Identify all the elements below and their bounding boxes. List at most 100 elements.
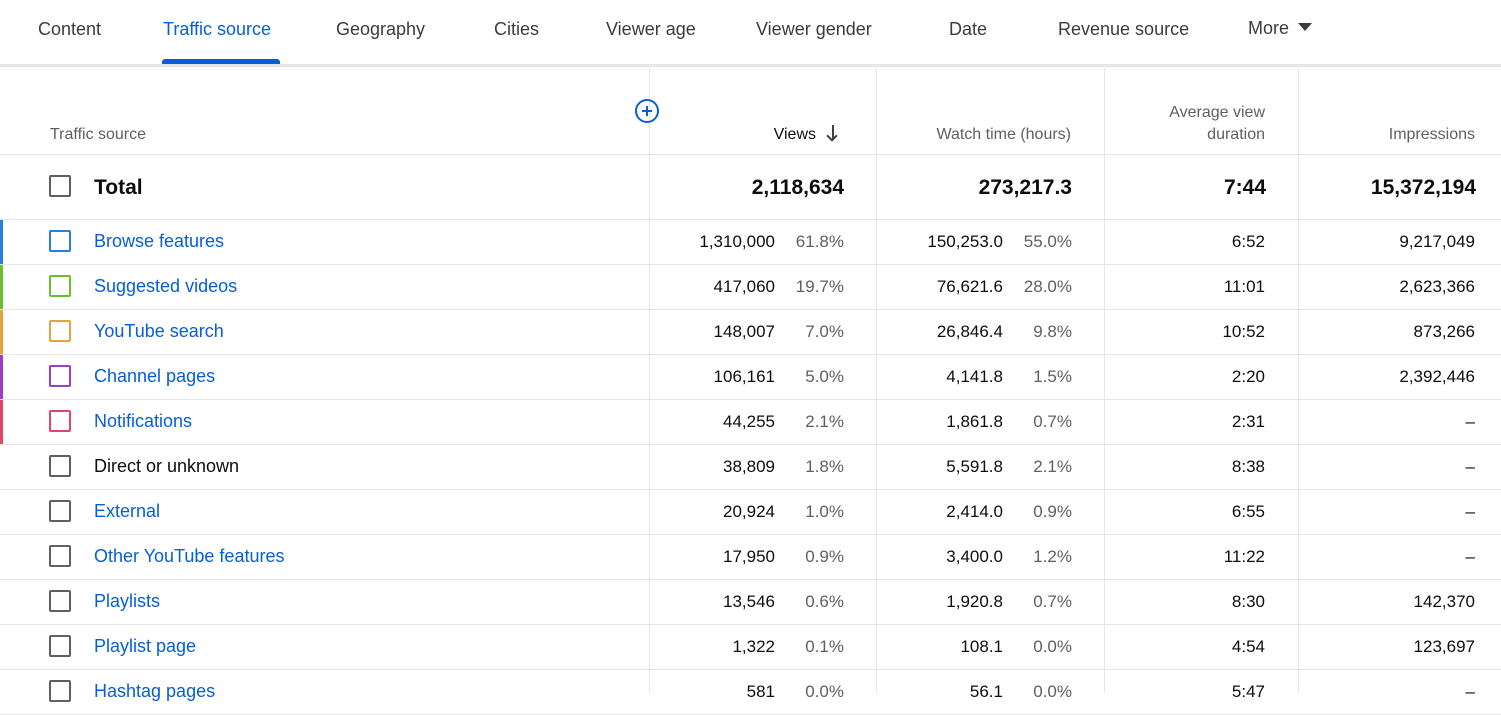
table-row: Channel pages 106,161 5.0% 4,141.8 1.5% 2:20 2… xyxy=(0,355,1501,400)
total-views: 2,118,634 xyxy=(751,176,844,199)
watch-time-value: 3,400.0 xyxy=(946,547,1003,566)
total-watch-time: 273,217.3 xyxy=(978,176,1072,199)
table-row: Suggested videos 417,060 19.7% 76,621.6 28.0… xyxy=(0,265,1501,310)
table-row: Playlists 13,546 0.6% 1,920.8 0.7% 8:30 142,37… xyxy=(0,580,1501,625)
traffic-source-name[interactable]: Hashtag pages xyxy=(94,681,216,701)
series-color-stripe xyxy=(0,220,3,264)
impressions-value: 2,392,446 xyxy=(1399,367,1475,386)
views-percent: 0.9% xyxy=(805,547,844,566)
views-value: 13,546 xyxy=(723,592,775,611)
tab-more[interactable]: More xyxy=(1248,18,1313,39)
traffic-source-name[interactable]: YouTube search xyxy=(94,321,224,341)
tab-traffic-source[interactable]: Traffic source xyxy=(163,19,272,39)
avg-duration-value: 2:31 xyxy=(1231,412,1265,431)
series-color-stripe xyxy=(0,670,3,714)
total-impressions: 15,372,194 xyxy=(1370,176,1476,199)
avg-duration-value: 5:47 xyxy=(1231,682,1265,701)
watch-time-value: 26,846.4 xyxy=(936,322,1003,341)
total-avg-duration: 7:44 xyxy=(1223,176,1266,199)
watch-time-value: 150,253.0 xyxy=(927,232,1003,251)
traffic-source-name[interactable]: Other YouTube features xyxy=(94,546,285,566)
avg-duration-value: 8:30 xyxy=(1231,592,1265,611)
impressions-value: – xyxy=(1465,682,1475,701)
traffic-source-name: Direct or unknown xyxy=(94,456,240,476)
tab-cities[interactable]: Cities xyxy=(494,19,540,39)
row-checkbox[interactable] xyxy=(49,680,71,702)
views-value: 581 xyxy=(746,682,775,701)
views-value: 148,007 xyxy=(713,322,775,341)
views-percent: 1.8% xyxy=(805,457,844,476)
row-checkbox[interactable] xyxy=(49,410,71,432)
avg-duration-value: 2:20 xyxy=(1231,367,1265,386)
impressions-value: – xyxy=(1465,502,1475,521)
traffic-source-name[interactable]: Suggested videos xyxy=(94,276,238,296)
traffic-source-name[interactable]: External xyxy=(94,501,161,521)
table-row: YouTube search 148,007 7.0% 26,846.4 9.8% 10:… xyxy=(0,310,1501,355)
header-avg-line1: Average view xyxy=(1169,104,1265,121)
series-color-stripe xyxy=(0,355,3,399)
traffic-source-name[interactable]: Channel pages xyxy=(94,366,216,386)
table-row: Hashtag pages 581 0.0% 56.1 0.0% 5:47 – xyxy=(0,670,1501,715)
watch-time-percent: 28.0% xyxy=(1023,277,1072,296)
watch-time-value: 2,414.0 xyxy=(946,502,1003,521)
row-checkbox[interactable] xyxy=(49,230,71,252)
header-traffic-source[interactable]: Traffic source xyxy=(50,126,147,143)
series-color-stripe xyxy=(0,535,3,579)
tab-more-label: More xyxy=(1248,18,1290,38)
watch-time-percent: 1.5% xyxy=(1033,367,1072,386)
watch-time-value: 1,920.8 xyxy=(946,592,1003,611)
header-watch-time[interactable]: Watch time (hours) xyxy=(936,126,1071,143)
row-checkbox[interactable] xyxy=(49,545,71,567)
views-percent: 2.1% xyxy=(805,412,844,431)
avg-duration-value: 10:52 xyxy=(1222,322,1265,341)
add-metric-icon[interactable] xyxy=(635,99,659,123)
header-views[interactable]: Views xyxy=(774,124,840,146)
row-checkbox[interactable] xyxy=(49,365,71,387)
sort-desc-icon xyxy=(826,125,840,141)
tab-revenue-source[interactable]: Revenue source xyxy=(1058,19,1190,39)
column-divider xyxy=(1298,68,1299,693)
row-checkbox[interactable] xyxy=(49,275,71,297)
views-value: 106,161 xyxy=(713,367,775,386)
traffic-source-name[interactable]: Browse features xyxy=(94,231,225,251)
watch-time-percent: 0.0% xyxy=(1033,682,1072,701)
header-views-label: Views xyxy=(773,126,816,143)
traffic-source-name[interactable]: Playlist page xyxy=(94,636,197,656)
row-checkbox[interactable] xyxy=(49,635,71,657)
views-percent: 19.7% xyxy=(795,277,844,296)
row-checkbox[interactable] xyxy=(49,500,71,522)
watch-time-value: 4,141.8 xyxy=(946,367,1003,386)
traffic-source-name[interactable]: Notifications xyxy=(94,411,193,431)
column-divider xyxy=(1104,68,1105,693)
traffic-source-name[interactable]: Playlists xyxy=(94,591,161,611)
watch-time-percent: 55.0% xyxy=(1023,232,1072,251)
tab-date[interactable]: Date xyxy=(949,19,988,39)
tab-viewer-gender[interactable]: Viewer gender xyxy=(756,19,872,39)
watch-time-value: 1,861.8 xyxy=(946,412,1003,431)
table-row: Notifications 44,255 2.1% 1,861.8 0.7% 2:31 – xyxy=(0,400,1501,445)
series-color-stripe xyxy=(0,310,3,354)
total-checkbox[interactable] xyxy=(49,175,71,197)
watch-time-value: 108.1 xyxy=(960,637,1003,656)
table-row: Playlist page 1,322 0.1% 108.1 0.0% 4:54 123,6… xyxy=(0,625,1501,670)
watch-time-percent: 9.8% xyxy=(1033,322,1072,341)
header-avg-view-duration[interactable]: Average view duration xyxy=(1169,102,1265,146)
watch-time-percent: 0.7% xyxy=(1033,412,1072,431)
tab-geography[interactable]: Geography xyxy=(336,19,426,39)
header-impressions[interactable]: Impressions xyxy=(1388,126,1475,143)
avg-duration-value: 8:38 xyxy=(1231,457,1265,476)
series-color-stripe xyxy=(0,625,3,669)
views-value: 1,322 xyxy=(732,637,775,656)
tab-viewer-age[interactable]: Viewer age xyxy=(606,19,696,39)
row-checkbox[interactable] xyxy=(49,455,71,477)
tab-content[interactable]: Content xyxy=(38,19,102,39)
views-value: 17,950 xyxy=(723,547,775,566)
avg-duration-value: 6:55 xyxy=(1231,502,1265,521)
row-checkbox[interactable] xyxy=(49,320,71,342)
views-percent: 61.8% xyxy=(795,232,844,251)
impressions-value: 123,697 xyxy=(1413,637,1475,656)
impressions-value: 9,217,049 xyxy=(1399,232,1475,251)
header-avg-line2: duration xyxy=(1207,126,1265,143)
row-checkbox[interactable] xyxy=(49,590,71,612)
avg-duration-value: 11:01 xyxy=(1223,277,1265,296)
